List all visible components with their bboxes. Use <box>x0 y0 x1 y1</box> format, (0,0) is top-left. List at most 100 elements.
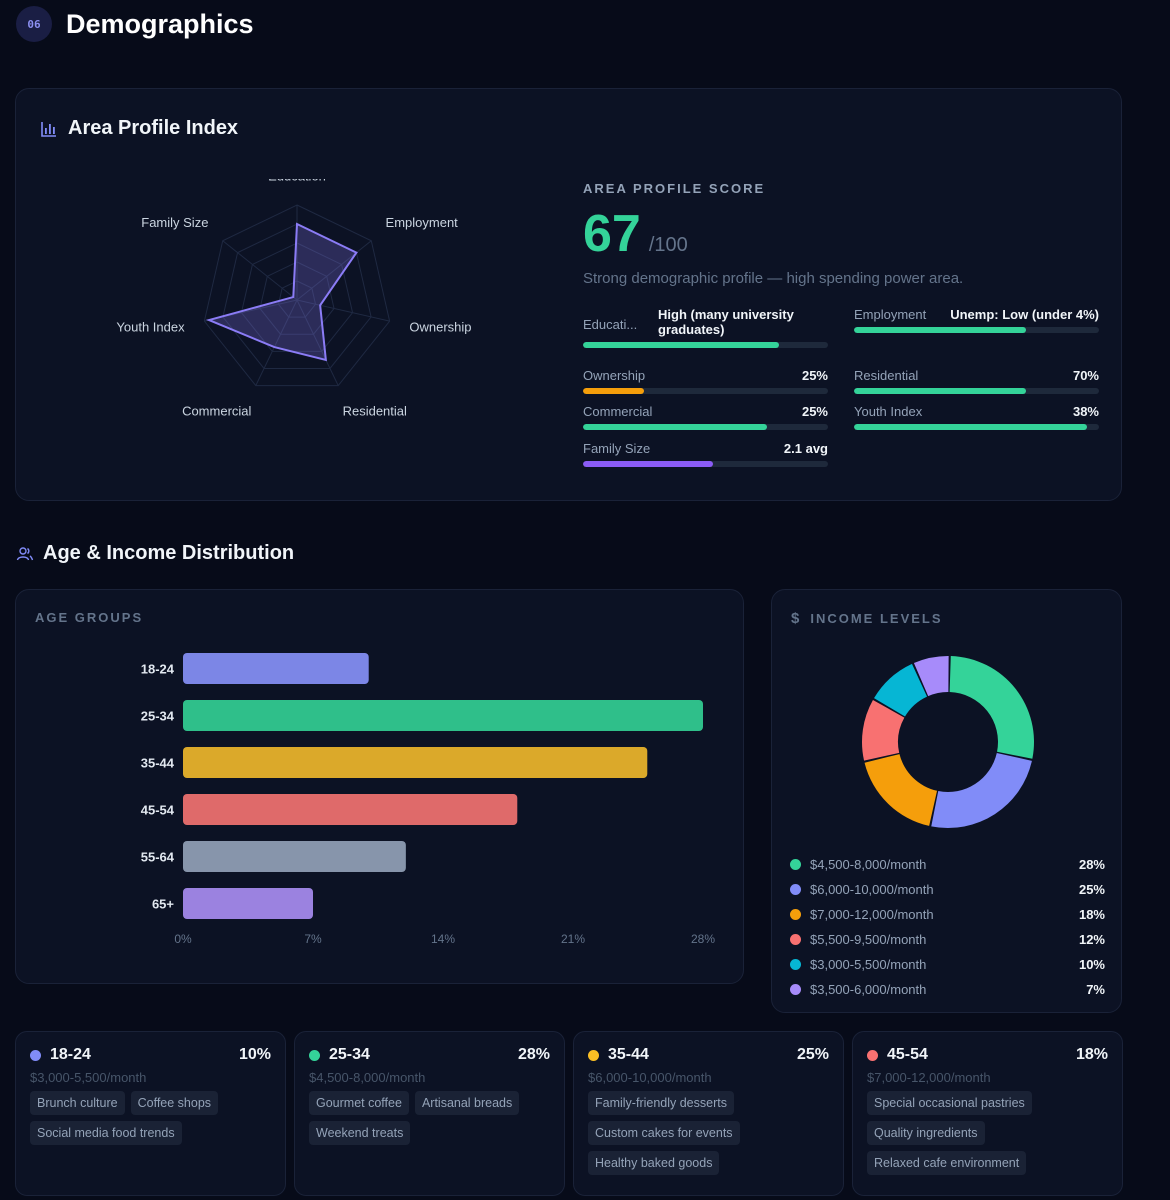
income-legend-item: $3,000-5,500/month 10% <box>790 952 1105 977</box>
legend-dot <box>790 959 801 970</box>
age-x-tick-label: 0% <box>174 932 192 946</box>
legend-percent: 10% <box>1078 957 1105 972</box>
metric-name: Family Size <box>583 441 651 456</box>
age-category-label: 18-24 <box>141 662 175 677</box>
legend-label: $3,000-5,500/month <box>810 957 927 972</box>
income-slice-4 <box>874 663 928 717</box>
age-category-label: 35-44 <box>141 756 175 771</box>
score-description: Strong demographic profile — high spendi… <box>583 270 964 287</box>
income-legend-item: $4,500-8,000/month 28% <box>790 852 1105 877</box>
radar-grid-ring-1 <box>259 261 335 335</box>
segment-tag: Healthy baked goods <box>588 1151 720 1175</box>
metric-name: Educati... <box>583 317 638 332</box>
radar-spoke-1 <box>296 240 372 301</box>
segment-tag: Weekend treats <box>309 1121 411 1145</box>
income-legend-item: $3,500-6,000/month 7% <box>790 977 1105 1002</box>
radar-axis-label: Education <box>268 179 326 184</box>
income-slice-3 <box>862 700 905 761</box>
metric-bar-track <box>854 424 1099 430</box>
score-max: /100 <box>648 234 688 256</box>
legend-percent: 18% <box>1078 907 1105 922</box>
legend-dot <box>790 984 801 995</box>
radar-axis-label: Residential <box>343 403 407 418</box>
radar-grid-ring-4 <box>203 204 391 387</box>
metric-bar-track <box>583 342 828 348</box>
radar-axis-label: Ownership <box>409 319 471 334</box>
legend-percent: 7% <box>1086 982 1105 997</box>
segment-dot <box>30 1049 41 1061</box>
score-block: AREA PROFILE SCORE 67 /100 Strong demogr… <box>583 181 1103 287</box>
segment-name: 45-54 <box>867 1046 928 1064</box>
segment-tag: Quality ingredients <box>867 1121 985 1145</box>
area-profile-title-text: Area Profile Index <box>68 117 239 139</box>
legend-label: $5,500-9,500/month <box>810 932 927 947</box>
segment-percent: 28% <box>517 1046 550 1063</box>
age-x-tick-label: 7% <box>304 932 322 946</box>
legend-percent: 28% <box>1078 857 1105 872</box>
radar-axis-label: Employment <box>386 215 459 230</box>
dollar-icon: $ <box>791 610 802 627</box>
segment-income: $4,500-8,000/month <box>309 1070 426 1085</box>
age-category-label: 65+ <box>152 897 174 912</box>
page-header: 06 Demographics <box>16 6 254 42</box>
area-profile-title: Area Profile Index <box>40 117 238 140</box>
area-profile-radar-chart: Education Employment Ownership Residential C… <box>116 179 471 418</box>
metric-value: 2.1 avg <box>783 441 828 456</box>
radar-axis-label: Commercial <box>182 403 251 418</box>
segment-tag: Social media food trends <box>30 1121 182 1145</box>
metric-value: 25% <box>801 404 828 419</box>
age-bar-65+ <box>183 888 313 919</box>
segment-name: 25-34 <box>309 1046 370 1064</box>
segment-tags: Family-friendly desserts Custom cakes for… <box>588 1091 829 1181</box>
age-groups-card: AGE GROUPS 18-24 25-34 35-44 45-54 55-64 65+ 0… <box>15 589 744 984</box>
metric-employment: Employment Unemp: Low (under 4%) <box>854 307 1099 333</box>
segment-income: $7,000-12,000/month <box>867 1070 991 1085</box>
segment-name-text: 18-24 <box>50 1046 91 1063</box>
metric-name: Commercial <box>583 404 653 419</box>
segment-dot <box>867 1049 878 1061</box>
legend-label: $4,500-8,000/month <box>810 857 927 872</box>
metric-value: High (many university graduates) <box>658 307 794 337</box>
segment-tag: Family-friendly desserts <box>588 1091 734 1115</box>
age-x-tick-label: 21% <box>561 932 585 946</box>
segment-dot <box>309 1049 320 1061</box>
segment-percent: 18% <box>1075 1046 1108 1063</box>
metric-commercial: Commercial 25% <box>583 404 828 430</box>
legend-percent: 12% <box>1078 932 1105 947</box>
score-label: AREA PROFILE SCORE <box>583 181 766 196</box>
age-groups-bar-chart: 18-24 25-34 35-44 45-54 55-64 65+ 0% 7% 14% 21% 28… <box>141 653 715 946</box>
segment-name: 35-44 <box>588 1046 649 1064</box>
legend-dot <box>790 909 801 920</box>
income-slice-1 <box>931 752 1032 828</box>
metric-value: Unemp: Low (under 4%) <box>950 307 1099 322</box>
age-bar-55-64 <box>183 841 406 872</box>
radar-data-polygon <box>205 222 358 362</box>
radar-spoke-4 <box>255 299 298 386</box>
segment-name-text: 45-54 <box>887 1046 928 1063</box>
metric-educati-: Educati... High (many university graduate… <box>583 307 828 348</box>
metric-bar-fill <box>583 424 767 430</box>
metric-name: Residential <box>854 368 919 383</box>
segment-income: $6,000-10,000/month <box>588 1070 712 1085</box>
income-slice-0 <box>949 656 1034 759</box>
metric-bar-fill <box>854 388 1026 394</box>
metric-family-size: Family Size 2.1 avg <box>583 441 828 467</box>
metric-bar-fill <box>854 327 1026 333</box>
income-levels-label: $ INCOME LEVELS <box>791 610 943 627</box>
page-title: Demographics <box>66 8 254 39</box>
segment-tags: Special occasional pastries Quality ingre… <box>867 1091 1108 1181</box>
metric-bar-track <box>854 327 1099 333</box>
income-legend-item: $6,000-10,000/month 25% <box>790 877 1105 902</box>
segment-card-35-44: 35-44 25% $6,000-10,000/month Family-friend… <box>573 1031 844 1196</box>
segment-tags: Gourmet coffee Artisanal breads Weekend tr… <box>309 1091 550 1151</box>
radar-axis-label: Family Size <box>141 215 208 230</box>
radar-spoke-6 <box>222 240 298 301</box>
segment-tag: Artisanal breads <box>414 1091 520 1115</box>
metric-bar-track <box>583 461 828 467</box>
age-bar-45-54 <box>183 794 518 825</box>
age-x-tick-label: 14% <box>431 932 455 946</box>
metric-value: 25% <box>801 368 828 383</box>
age-bar-18-24 <box>183 653 369 684</box>
segment-name-text: 35-44 <box>608 1046 649 1063</box>
metric-name: Employment <box>854 307 927 322</box>
